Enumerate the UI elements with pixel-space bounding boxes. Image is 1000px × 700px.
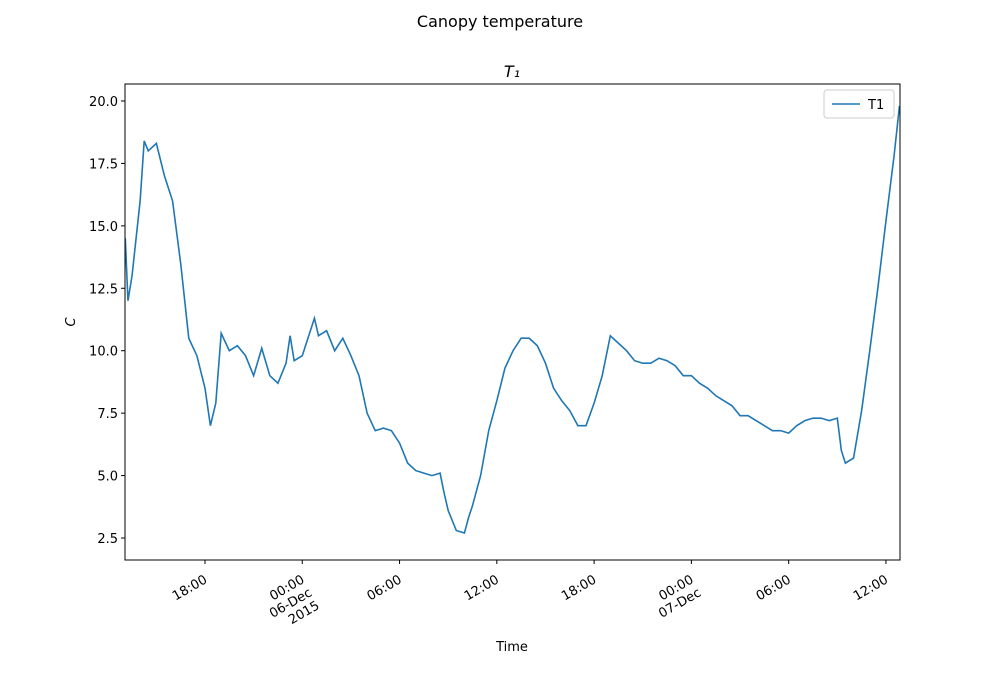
suptitle: Canopy temperature bbox=[417, 12, 583, 31]
plot-frame bbox=[124, 83, 901, 561]
y-axis-label: C bbox=[64, 317, 79, 327]
y-tick-label: 20.0 bbox=[89, 95, 118, 110]
legend-label: T1 bbox=[867, 98, 884, 113]
x-tick-label: 18:00 bbox=[559, 572, 599, 604]
x-tick-label: 06:00 bbox=[365, 572, 405, 604]
x-tick-label: 06:00 bbox=[754, 572, 794, 604]
y-tick-label: 15.0 bbox=[89, 220, 118, 235]
x-tick-label: 12:00 bbox=[462, 572, 502, 604]
x-tick-label: 00:0007-Dec bbox=[649, 572, 704, 621]
x-tick-label: 12:00 bbox=[851, 572, 891, 604]
y-tick-label: 12.5 bbox=[89, 282, 118, 297]
series-line bbox=[125, 105, 900, 535]
x-tick-label: 00:0006-Dec2015 bbox=[260, 572, 323, 634]
y-tick-label: 7.5 bbox=[97, 407, 118, 422]
y-tick-label: 2.5 bbox=[97, 532, 118, 547]
y-tick-label: 10.0 bbox=[89, 345, 118, 360]
y-tick-label: 5.0 bbox=[97, 470, 118, 485]
x-axis-label: Time bbox=[495, 640, 528, 655]
x-tick-label: 18:00 bbox=[170, 572, 210, 604]
axes-title: T₁ bbox=[504, 62, 520, 81]
y-tick-label: 17.5 bbox=[89, 157, 118, 172]
